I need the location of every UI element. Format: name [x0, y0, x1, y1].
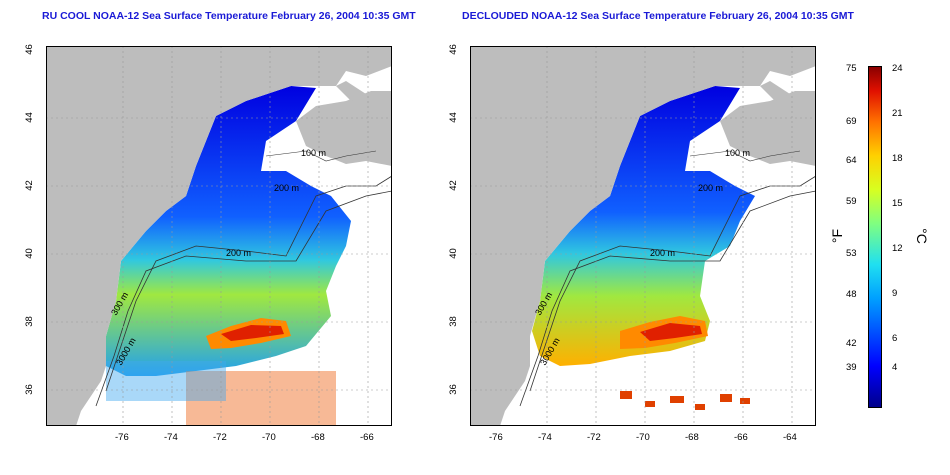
sst-map-right: 100 m 200 m 200 m 300 m 3000 m -76 -74 -… — [448, 44, 820, 443]
x-tick: -66 — [734, 432, 748, 443]
sst-field — [106, 86, 351, 376]
fahrenheit-unit-label: °F — [829, 228, 846, 244]
x-tick: -68 — [685, 432, 699, 443]
celsius-unit-label: °C — [913, 228, 930, 244]
contour-label-200m-2: 200 m — [650, 248, 675, 258]
sst-map-left: 100 m 200 m 200 m 300 m 3000 m -76 -74 -… — [24, 44, 396, 443]
colorbar-f-tick: 48 — [846, 289, 857, 300]
contour-label-100m: 100 m — [725, 148, 750, 158]
noise-region — [186, 371, 336, 426]
colorbar-c-tick: 6 — [892, 333, 898, 344]
sst-map-left-plot: 100 m 200 m 200 m 300 m 3000 m — [46, 46, 392, 426]
sst-field — [532, 86, 755, 366]
warm-patches — [620, 391, 750, 410]
colorbar-c-tick: 18 — [892, 153, 903, 164]
contour-label-100m: 100 m — [301, 148, 326, 158]
contour-label-200m: 200 m — [698, 183, 723, 193]
x-tick: -72 — [213, 432, 227, 443]
land-mass — [46, 46, 392, 426]
map-title-left: RU COOL NOAA-12 Sea Surface Temperature … — [42, 10, 416, 22]
x-tick: -70 — [262, 432, 276, 443]
y-tick: 42 — [23, 180, 35, 191]
colorbar-f-tick: 53 — [846, 248, 857, 259]
x-tick: -76 — [489, 432, 503, 443]
colorbar-c-tick: 21 — [892, 108, 903, 119]
x-tick: -70 — [636, 432, 650, 443]
land-mass — [470, 46, 816, 426]
colorbar-c-tick: 9 — [892, 288, 898, 299]
y-tick: 44 — [23, 112, 35, 123]
plot-frame — [470, 46, 816, 426]
y-tick: 38 — [23, 316, 35, 327]
y-tick: 42 — [447, 180, 459, 191]
contour-label-200m: 200 m — [274, 183, 299, 193]
y-tick: 46 — [23, 44, 35, 55]
y-tick: 40 — [23, 248, 35, 259]
colorbar-f-tick: 69 — [846, 116, 857, 127]
x-tick: -72 — [587, 432, 601, 443]
y-tick: 40 — [447, 248, 459, 259]
x-tick: -74 — [538, 432, 552, 443]
colorbar-f-tick: 42 — [846, 338, 857, 349]
x-tick: -68 — [311, 432, 325, 443]
plot-frame — [46, 46, 392, 426]
colorbar-f-tick: 59 — [846, 196, 857, 207]
x-tick: -76 — [115, 432, 129, 443]
map-title-right: DECLOUDED NOAA-12 Sea Surface Temperatur… — [462, 10, 854, 22]
x-tick: -64 — [783, 432, 797, 443]
colorbar-c-tick: 12 — [892, 243, 903, 254]
y-tick: 38 — [447, 316, 459, 327]
colorbar-c-tick: 4 — [892, 362, 898, 373]
x-tick: -66 — [360, 432, 374, 443]
x-tick: -74 — [164, 432, 178, 443]
colorbar-c-tick: 15 — [892, 198, 903, 209]
contour-label-200m-2: 200 m — [226, 248, 251, 258]
colorbar-f-tick: 39 — [846, 362, 857, 373]
colorbar-c-tick: 24 — [892, 63, 903, 74]
graticule — [46, 46, 392, 426]
y-tick: 46 — [447, 44, 459, 55]
graticule — [470, 46, 816, 426]
temperature-colorbar — [868, 66, 882, 408]
y-tick: 36 — [23, 384, 35, 395]
y-tick: 36 — [447, 384, 459, 395]
sst-map-right-plot: 100 m 200 m 200 m 300 m 3000 m — [470, 46, 816, 426]
colorbar-f-tick: 64 — [846, 155, 857, 166]
colorbar-f-tick: 75 — [846, 63, 857, 74]
y-tick: 44 — [447, 112, 459, 123]
